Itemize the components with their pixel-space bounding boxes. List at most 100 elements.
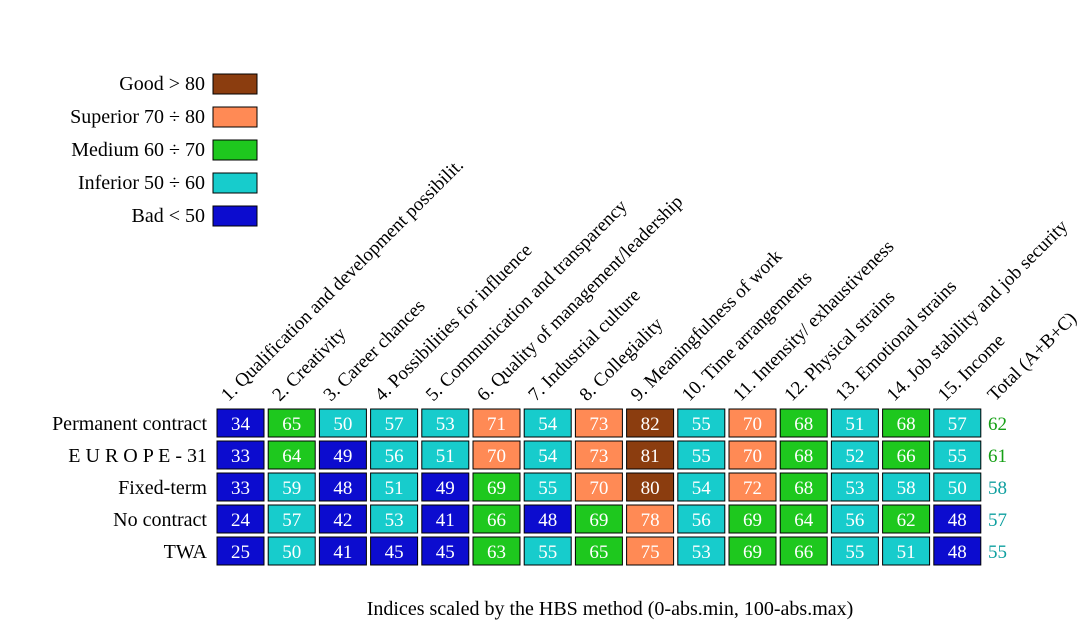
- heatmap-cell: [779, 408, 828, 438]
- heatmap-cell: [779, 536, 828, 566]
- heatmap-cell: [677, 440, 726, 470]
- cell-value: 55: [692, 446, 711, 467]
- total-value: 57: [988, 510, 1007, 531]
- cell-value: 54: [538, 414, 558, 435]
- cell-value: 50: [948, 478, 967, 499]
- cell-value: 66: [794, 542, 813, 563]
- cell-value: 71: [487, 414, 506, 435]
- cell-value: 75: [641, 542, 660, 563]
- cell-value: 24: [231, 510, 251, 531]
- cell-value: 53: [845, 478, 864, 499]
- row-label: Fixed-term: [118, 477, 207, 499]
- cell-value: 70: [589, 478, 608, 499]
- cell-value: 62: [897, 510, 916, 531]
- total-value: 61: [988, 446, 1007, 467]
- heatmap-cells: 34 65 50 57 53 71 54 73 82 55 70 68 51 68 57 33 64 49 56 51…: [216, 408, 982, 566]
- heatmap-cell: [472, 472, 521, 502]
- heatmap-cell: [574, 472, 623, 502]
- cell-value: 72: [743, 478, 762, 499]
- heatmap-cell: [779, 504, 828, 534]
- cell-value: 80: [641, 478, 660, 499]
- cell-value: 42: [333, 510, 352, 531]
- legend-label: Superior 70 ÷ 80: [70, 106, 205, 128]
- heatmap-cell: [370, 536, 419, 566]
- cell-value: 50: [333, 414, 352, 435]
- heatmap-cell: [370, 504, 419, 534]
- cell-value: 51: [897, 542, 916, 563]
- cell-value: 51: [385, 478, 404, 499]
- heatmap-cell: [472, 504, 521, 534]
- cell-value: 70: [743, 446, 762, 467]
- heatmap-cell: [421, 472, 470, 502]
- heatmap-cell: [216, 504, 265, 534]
- cell-value: 64: [282, 446, 302, 467]
- heatmap-cell: [574, 536, 623, 566]
- legend-swatch: [212, 106, 258, 128]
- cell-value: 69: [589, 510, 608, 531]
- cell-value: 33: [231, 478, 250, 499]
- cell-value: 57: [948, 414, 967, 435]
- cell-value: 69: [743, 510, 762, 531]
- cell-value: 57: [385, 414, 404, 435]
- row-label: TWA: [164, 541, 208, 563]
- cell-value: 51: [845, 414, 864, 435]
- cell-value: 70: [743, 414, 762, 435]
- total-value: 55: [988, 542, 1007, 563]
- heatmap-cell: [421, 440, 470, 470]
- cell-value: 69: [743, 542, 762, 563]
- cell-value: 54: [538, 446, 558, 467]
- legend-swatch: [212, 73, 258, 95]
- heatmap-cell: [318, 408, 367, 438]
- heatmap-cell: [677, 408, 726, 438]
- cell-value: 49: [333, 446, 352, 467]
- heatmap-cell: [472, 408, 521, 438]
- heatmap-cell: [574, 440, 623, 470]
- cell-value: 41: [436, 510, 455, 531]
- heatmap-cell: [267, 536, 316, 566]
- heatmap-cell: [216, 472, 265, 502]
- cell-value: 69: [487, 478, 506, 499]
- cell-value: 50: [282, 542, 301, 563]
- cell-value: 48: [948, 510, 967, 531]
- heatmap-cell: [523, 472, 572, 502]
- heatmap-cell: [728, 472, 777, 502]
- cell-value: 54: [692, 478, 712, 499]
- heatmap-cell: [779, 440, 828, 470]
- cell-value: 58: [897, 478, 916, 499]
- cell-value: 55: [948, 446, 967, 467]
- cell-value: 73: [589, 414, 608, 435]
- heatmap-cell: [574, 504, 623, 534]
- heatmap-cell: [882, 504, 931, 534]
- legend-label: Good > 80: [119, 73, 205, 95]
- cell-value: 48: [333, 478, 352, 499]
- cell-value: 68: [794, 414, 813, 435]
- heatmap-cell: [626, 440, 675, 470]
- cell-value: 55: [692, 414, 711, 435]
- heatmap-cell: [523, 408, 572, 438]
- heatmap-cell: [472, 440, 521, 470]
- heatmap-cell: [626, 472, 675, 502]
- heatmap-cell: [830, 504, 879, 534]
- row-label: Permanent contract: [52, 413, 207, 435]
- cell-value: 41: [333, 542, 352, 563]
- cell-value: 68: [897, 414, 916, 435]
- cell-value: 66: [487, 510, 506, 531]
- cell-value: 64: [794, 510, 814, 531]
- heatmap-cell: [933, 504, 982, 534]
- cell-value: 53: [692, 542, 711, 563]
- heatmap-cell: [933, 408, 982, 438]
- cell-value: 34: [231, 414, 251, 435]
- legend: Good > 80 Superior 70 ÷ 80 Medium 60 ÷ 70 I…: [70, 73, 258, 227]
- heatmap-cell: [574, 408, 623, 438]
- legend-swatch: [212, 172, 258, 194]
- heatmap-cell: [626, 536, 675, 566]
- legend-label: Bad < 50: [132, 205, 206, 227]
- heatmap-cell: [882, 408, 931, 438]
- legend-swatch: [212, 139, 258, 161]
- cell-value: 66: [897, 446, 916, 467]
- cell-value: 81: [641, 446, 660, 467]
- heatmap-cell: [626, 408, 675, 438]
- cell-value: 52: [845, 446, 864, 467]
- total-value: 62: [988, 414, 1007, 435]
- cell-value: 70: [487, 446, 506, 467]
